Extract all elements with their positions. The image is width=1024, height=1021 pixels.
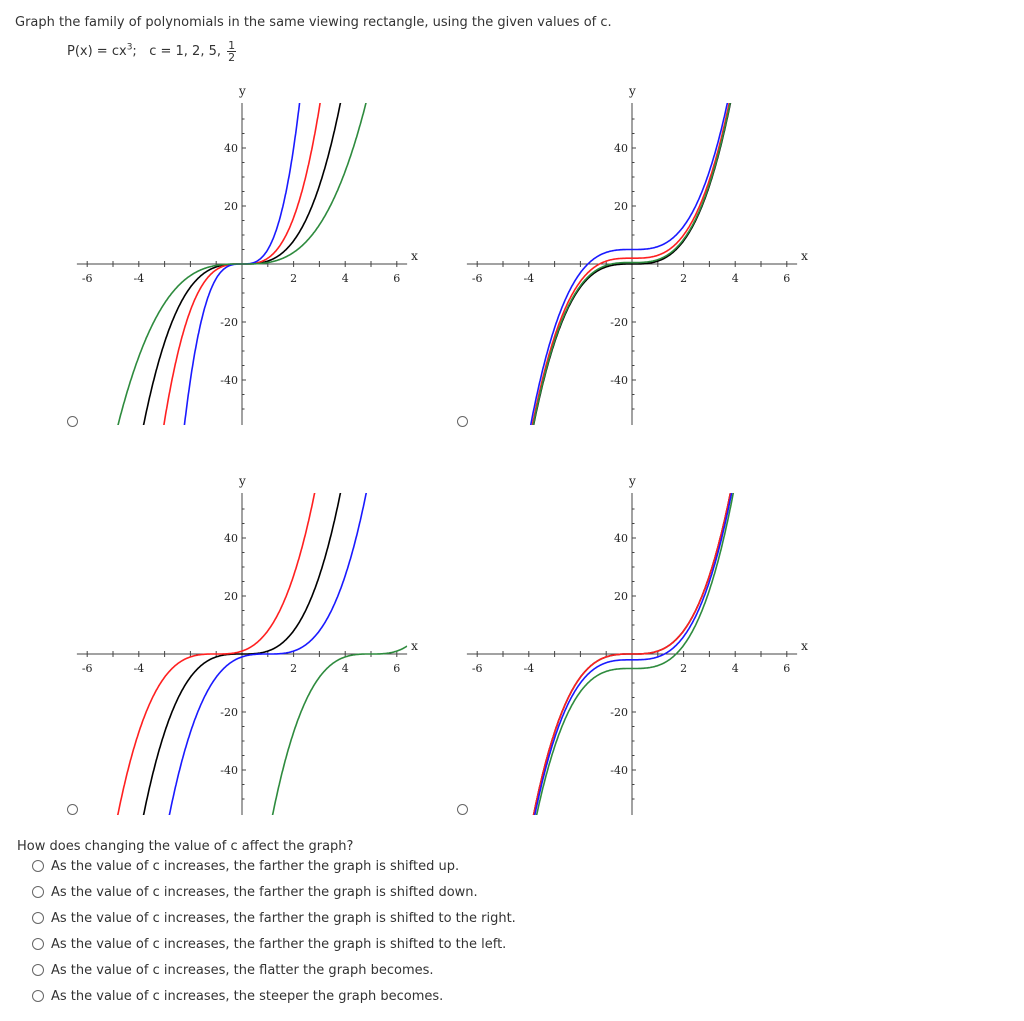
- x-tick-label: 4: [342, 272, 349, 285]
- y-axis-label: y: [628, 474, 636, 488]
- y-tick-label: 20: [224, 590, 238, 603]
- x-tick-label: -4: [133, 272, 144, 285]
- graph-choice-radio-2[interactable]: [457, 416, 468, 427]
- option-radio[interactable]: [32, 912, 44, 924]
- graph-choice-radio-3[interactable]: [67, 804, 78, 815]
- option-shifted-left[interactable]: As the value of c increases, the farther…: [32, 935, 506, 953]
- x-tick-label: -6: [472, 272, 483, 285]
- chart-panel-1: -6 -4 2 4 6 40 20 -20 -40 x y: [76, 84, 418, 425]
- curve-series-4: [117, 103, 367, 425]
- sub-question-text: How does changing the value of c affect …: [17, 839, 354, 854]
- option-radio[interactable]: [32, 990, 44, 1002]
- curve-series-3: [529, 103, 729, 425]
- x-tick-label: 6: [393, 662, 400, 675]
- y-tick-label: -20: [610, 706, 628, 719]
- y-axis-label: y: [238, 474, 246, 488]
- option-shifted-up[interactable]: As the value of c increases, the farther…: [32, 857, 459, 875]
- option-label: As the value of c increases, the farther…: [51, 858, 460, 874]
- formula-separator: ;: [132, 44, 137, 59]
- y-axis-label: y: [628, 84, 636, 98]
- c-values: c = 1, 2, 5,: [149, 44, 221, 59]
- chart-panel-4: -6 -4 2 4 6 40 20 -20 -40 x y: [466, 474, 808, 815]
- option-radio[interactable]: [32, 938, 44, 950]
- y-tick-label: 40: [614, 532, 628, 545]
- curve-series-2: [532, 493, 732, 815]
- y-tick-label: -40: [610, 374, 628, 387]
- x-tick-label: -4: [133, 662, 144, 675]
- y-tick-label: 20: [224, 200, 238, 213]
- option-label: As the value of c increases, the flatter…: [51, 962, 434, 978]
- curve-series-4: [535, 493, 735, 815]
- option-shifted-right[interactable]: As the value of c increases, the farther…: [32, 909, 516, 927]
- fraction-denominator: 2: [228, 51, 236, 64]
- y-tick-label: 40: [224, 142, 238, 155]
- x-axis-label: x: [801, 249, 808, 263]
- option-label: As the value of c increases, the farther…: [51, 936, 507, 952]
- x-tick-label: -4: [523, 662, 534, 675]
- option-steeper[interactable]: As the value of c increases, the steeper…: [32, 987, 443, 1005]
- x-tick-label: 2: [680, 662, 687, 675]
- chart-panel-3: -6 -4 2 4 6 40 20 -20 -40 x y: [76, 474, 418, 815]
- x-tick-label: 6: [783, 662, 790, 675]
- polynomial-formula: P(x) = cx3; c = 1, 2, 5, 1 2: [67, 39, 237, 64]
- chart-panel-2: -6 -4 2 4 6 40 20 -20 -40 x y: [466, 84, 808, 425]
- y-tick-label: -40: [610, 764, 628, 777]
- curve-series-4: [271, 645, 408, 815]
- y-tick-label: -20: [220, 316, 238, 329]
- option-label: As the value of c increases, the farther…: [51, 884, 478, 900]
- x-axis-label: x: [801, 639, 808, 653]
- fraction-numerator: 1: [227, 39, 237, 52]
- y-tick-label: 20: [614, 590, 628, 603]
- x-tick-label: 2: [290, 272, 297, 285]
- curve-series-2: [531, 103, 731, 425]
- x-tick-label: -6: [472, 662, 483, 675]
- option-flatter[interactable]: As the value of c increases, the flatter…: [32, 961, 434, 979]
- curve-series-1: [142, 493, 342, 815]
- formula-text: P(x) = cx: [67, 44, 127, 59]
- x-tick-label: -4: [523, 272, 534, 285]
- option-shifted-down[interactable]: As the value of c increases, the farther…: [32, 883, 478, 901]
- option-radio[interactable]: [32, 860, 44, 872]
- x-tick-label: 4: [732, 662, 739, 675]
- x-tick-label: 2: [290, 662, 297, 675]
- x-tick-label: -6: [82, 272, 93, 285]
- y-tick-label: 40: [614, 142, 628, 155]
- curve-series-4: [532, 103, 731, 425]
- option-label: As the value of c increases, the farther…: [51, 910, 516, 926]
- y-tick-label: 20: [614, 200, 628, 213]
- x-tick-label: 4: [342, 662, 349, 675]
- graph-choice-radio-4[interactable]: [457, 804, 468, 815]
- curve-series-3: [168, 493, 368, 815]
- y-tick-label: -40: [220, 374, 238, 387]
- x-tick-label: -6: [82, 662, 93, 675]
- x-axis-label: x: [411, 249, 418, 263]
- x-axis-label: x: [411, 639, 418, 653]
- y-axis-label: y: [238, 84, 246, 98]
- y-tick-label: -40: [220, 764, 238, 777]
- option-radio[interactable]: [32, 964, 44, 976]
- curve-series-2: [116, 493, 316, 815]
- x-tick-label: 4: [732, 272, 739, 285]
- fraction-one-half: 1 2: [227, 39, 237, 64]
- formula-exponent: 3: [126, 42, 133, 53]
- option-radio[interactable]: [32, 886, 44, 898]
- question-text: Graph the family of polynomials in the s…: [15, 15, 612, 30]
- y-tick-label: 40: [224, 532, 238, 545]
- y-tick-label: -20: [610, 316, 628, 329]
- x-tick-label: 6: [783, 272, 790, 285]
- y-tick-label: -20: [220, 706, 238, 719]
- graph-choice-radio-1[interactable]: [67, 416, 78, 427]
- option-label: As the value of c increases, the steeper…: [51, 988, 444, 1004]
- x-tick-label: 6: [393, 272, 400, 285]
- x-tick-label: 2: [680, 272, 687, 285]
- curve-series-3: [533, 493, 733, 815]
